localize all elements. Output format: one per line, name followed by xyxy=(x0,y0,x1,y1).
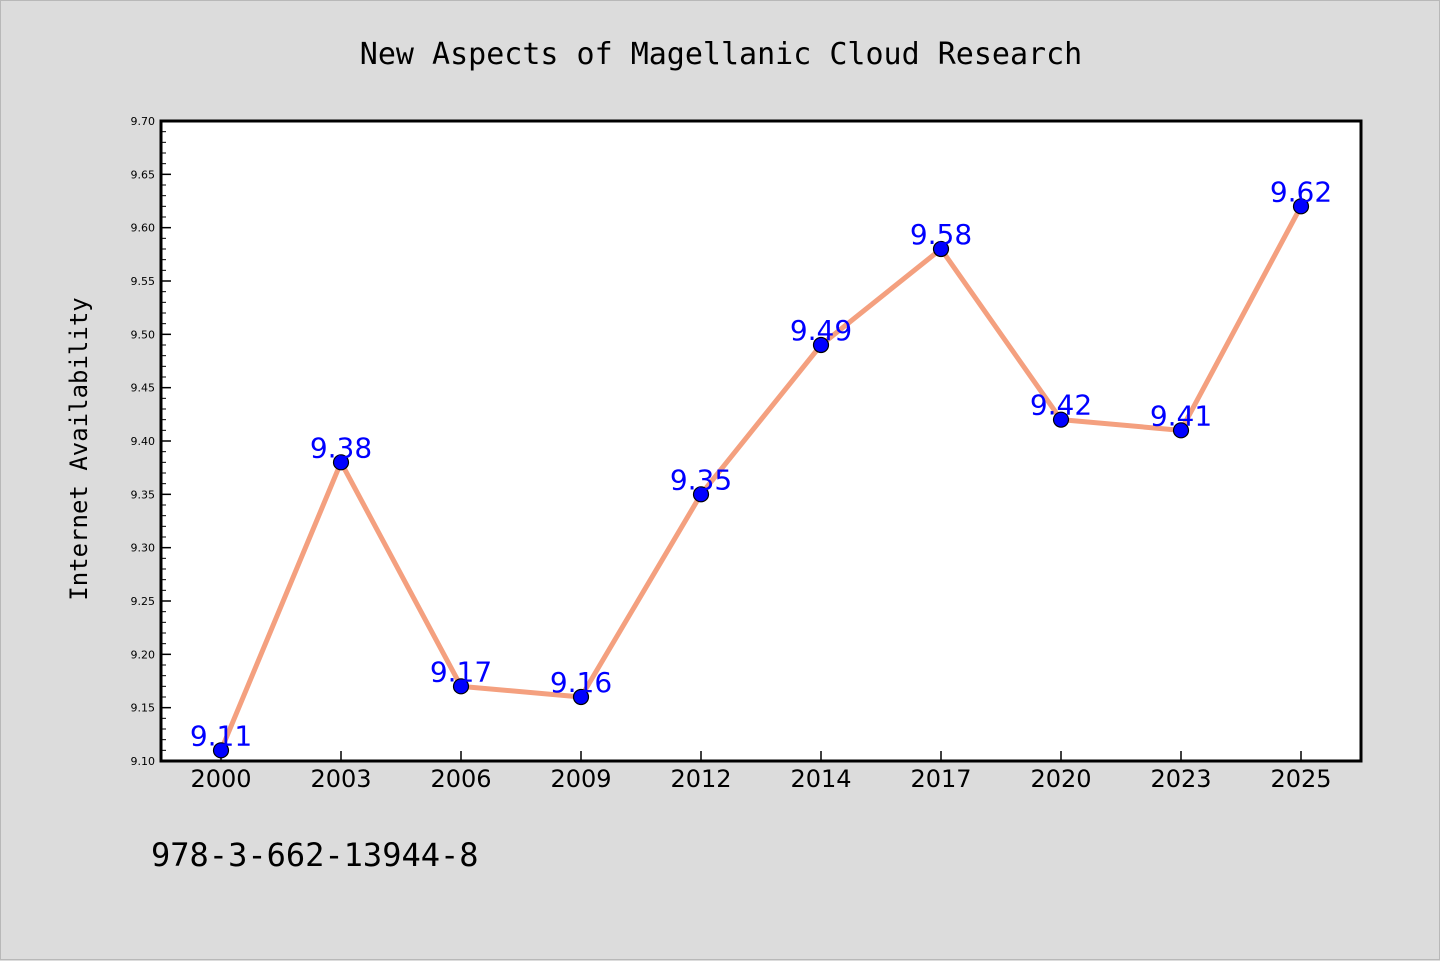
y-tick-label: 9.30 xyxy=(131,542,156,555)
data-label: 9.16 xyxy=(550,666,612,699)
y-tick-label: 9.35 xyxy=(131,488,156,501)
series-line-group xyxy=(218,205,1304,752)
y-tick-label: 9.45 xyxy=(131,382,156,395)
y-tick-label: 9.10 xyxy=(131,755,156,768)
data-point-marker xyxy=(692,486,710,503)
markers-group xyxy=(212,198,1310,759)
data-point-marker xyxy=(932,240,950,258)
data-label: 9.58 xyxy=(910,218,972,251)
data-label: 9.49 xyxy=(790,314,852,347)
series-line xyxy=(218,205,1304,752)
chart-title: New Aspects of Magellanic Cloud Research xyxy=(360,37,1082,72)
x-tick-label: 2003 xyxy=(310,765,371,793)
x-tick-label: 2023 xyxy=(1150,765,1211,793)
y-tick-label: 9.25 xyxy=(131,595,156,608)
x-tick-label: 2014 xyxy=(790,765,851,793)
y-tick-label: 9.15 xyxy=(131,702,156,715)
data-label: 9.17 xyxy=(430,655,492,688)
data-label: 9.35 xyxy=(670,463,732,496)
y-tick-label: 9.40 xyxy=(131,435,156,448)
data-label: 9.11 xyxy=(190,719,252,752)
data-point-marker xyxy=(452,678,470,695)
y-tick-label: 9.55 xyxy=(131,275,156,288)
y-tick-label: 9.60 xyxy=(131,222,156,235)
y-tick-label: 9.20 xyxy=(131,648,156,661)
x-tick-label: 2017 xyxy=(910,765,971,793)
x-tick-label: 2025 xyxy=(1270,765,1331,793)
data-label: 9.38 xyxy=(310,431,372,464)
plot-area xyxy=(159,119,1363,763)
data-point-marker xyxy=(332,454,350,471)
x-tick-label: 2000 xyxy=(190,765,251,793)
y-axis: 9.10 9.15 9.20 9.25 9.30 9.35 9.40 9.45 9.50 9.55… xyxy=(131,115,171,768)
data-label: 9.62 xyxy=(1270,175,1332,208)
data-label: 9.42 xyxy=(1030,389,1092,422)
data-point-marker xyxy=(572,688,590,706)
x-tick-label: 2006 xyxy=(430,765,491,793)
x-tick-label: 2009 xyxy=(550,765,611,793)
y-tick-label: 9.65 xyxy=(131,168,156,181)
isbn-footer: 978-3-662-13944-8 xyxy=(151,836,479,874)
y-tick-label: 9.50 xyxy=(131,328,156,341)
y-tick-label: 9.70 xyxy=(131,115,156,128)
x-tick-label: 2012 xyxy=(670,765,731,793)
data-labels-group: 9.11 9.38 9.17 9.16 9.35 9.49 9.58 9.42 9.41 9.62 xyxy=(190,175,1332,752)
x-axis: 2000 2003 2006 2009 2012 2014 2017 2020 2023 2025 xyxy=(190,751,1332,793)
x-tick-label: 2020 xyxy=(1030,765,1091,793)
data-point-marker xyxy=(1052,411,1070,428)
data-label: 9.41 xyxy=(1150,399,1212,432)
data-point-marker xyxy=(812,336,830,354)
data-point-marker xyxy=(1292,198,1310,215)
data-point-marker xyxy=(212,742,230,759)
data-point-marker xyxy=(1172,422,1190,439)
y-axis-label: Internet Availability xyxy=(65,297,93,600)
